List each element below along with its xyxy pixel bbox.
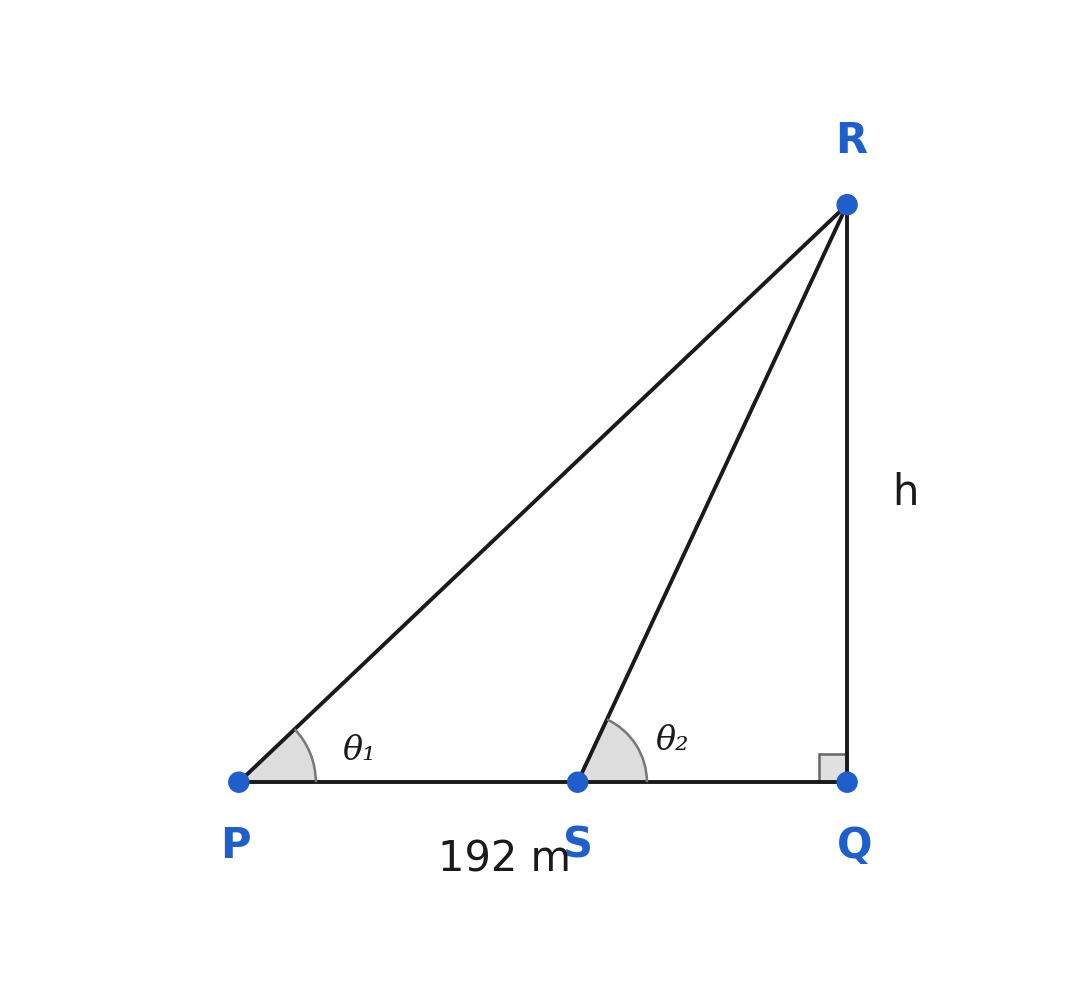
Circle shape	[228, 772, 249, 792]
Polygon shape	[239, 729, 316, 782]
Text: θ₂: θ₂	[656, 725, 689, 757]
Polygon shape	[578, 719, 647, 782]
Text: h: h	[892, 472, 919, 514]
Text: Q: Q	[837, 825, 872, 867]
Text: θ₁: θ₁	[343, 735, 377, 767]
Text: P: P	[220, 825, 250, 867]
Circle shape	[837, 195, 857, 215]
Circle shape	[568, 772, 588, 792]
Text: 192 m: 192 m	[438, 838, 571, 880]
Text: S: S	[563, 825, 593, 867]
Polygon shape	[819, 754, 847, 782]
Text: R: R	[835, 120, 867, 162]
Circle shape	[837, 772, 857, 792]
